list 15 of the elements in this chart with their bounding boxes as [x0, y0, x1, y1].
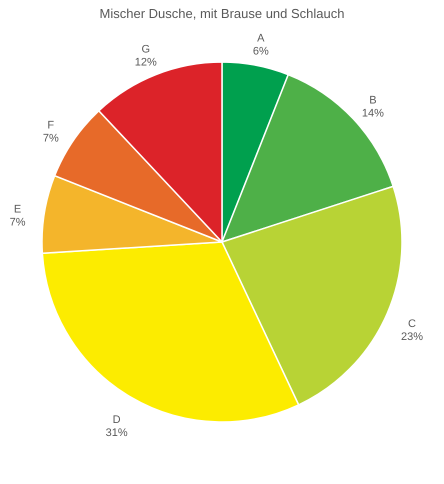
- slice-label: F: [47, 120, 54, 132]
- chart-title: Mischer Dusche, mit Brause und Schlauch: [100, 6, 344, 21]
- data-label: 23%: [400, 331, 424, 344]
- data-label: 7%: [42, 132, 59, 145]
- slice-label: D: [112, 414, 121, 426]
- data-label: 7%: [10, 216, 26, 229]
- slice-label: B: [369, 94, 377, 106]
- slice-label: A: [257, 32, 266, 45]
- data-label: 14%: [362, 107, 384, 120]
- data-label: 31%: [106, 427, 128, 440]
- slice-label: C: [408, 318, 416, 330]
- data-label: 12%: [134, 56, 158, 69]
- data-label: 6%: [252, 46, 269, 58]
- slice-label: E: [14, 204, 22, 216]
- slice-label: G: [142, 44, 150, 56]
